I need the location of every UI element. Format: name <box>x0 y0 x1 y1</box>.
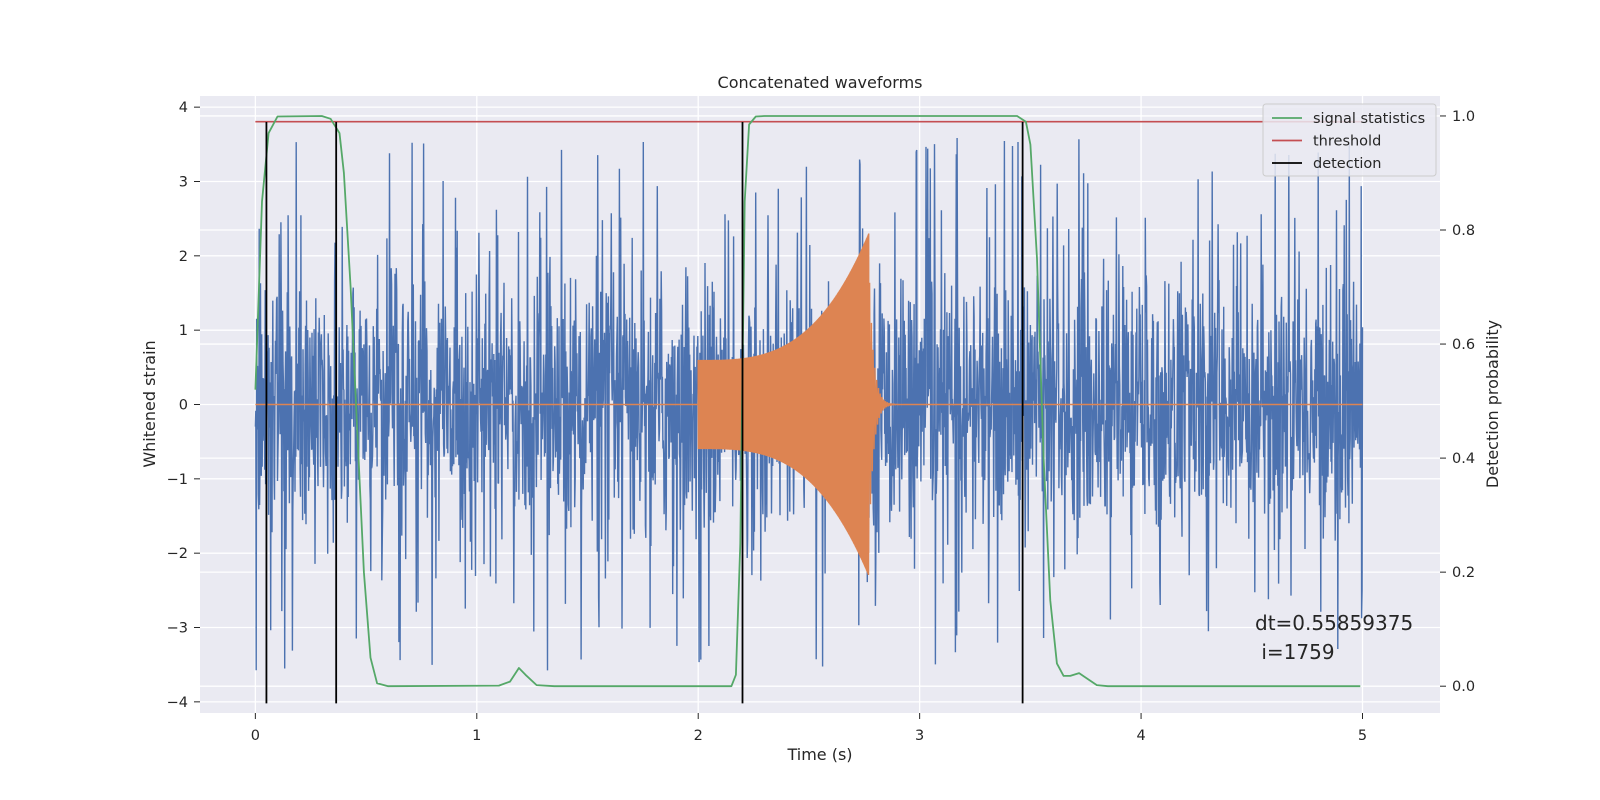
y-right-tick-label: 0.2 <box>1452 565 1475 581</box>
y-axis-label-right: Detection probability <box>1483 320 1502 488</box>
y-right-tick-label: 0.4 <box>1452 451 1475 467</box>
signal-statistics-line <box>254 115 1361 688</box>
legend: signal statistics threshold detection <box>1262 103 1437 177</box>
y-tick-label: 4 <box>179 100 188 116</box>
y-tick-label: −2 <box>167 546 188 562</box>
y-right-tick-label: 1.0 <box>1452 109 1475 125</box>
x-tick-label: 1 <box>472 728 481 744</box>
legend-label: detection <box>1313 156 1381 172</box>
y-right-tick-label: 0.0 <box>1452 679 1475 695</box>
x-tick-label: 0 <box>251 728 260 744</box>
y-tick-label: −4 <box>167 695 188 711</box>
y-tick-label: 3 <box>179 174 188 190</box>
annotation-line-2: i=1759 <box>1255 640 1335 664</box>
y-tick-label: 2 <box>179 249 188 265</box>
legend-box <box>1262 103 1437 177</box>
annotation: dt=0.55859375 i=1759 <box>1255 611 1413 664</box>
x-tick-label: 2 <box>694 728 703 744</box>
x-tick-label: 4 <box>1136 728 1145 744</box>
x-tick-label: 5 <box>1358 728 1367 744</box>
legend-label: signal statistics <box>1313 111 1425 127</box>
y-right-tick-label: 0.6 <box>1452 337 1475 353</box>
legend-label: threshold <box>1313 134 1381 150</box>
y-tick-label: 1 <box>179 323 188 339</box>
annotation-line-1: dt=0.55859375 <box>1255 611 1413 635</box>
y-tick-label: −3 <box>167 621 188 637</box>
x-tick-label: 3 <box>915 728 924 744</box>
y-axis-label: Whitened strain <box>140 340 159 467</box>
chart-title: Concatenated waveforms <box>718 73 923 92</box>
y-right-tick-label: 0.8 <box>1452 223 1475 239</box>
ticks: 0 1 2 3 4 5 −4 −3 −2 −1 0 1 2 3 4 0.0 0.2 0.4 0.6 0.8 1.0 <box>167 100 1475 744</box>
y-tick-label: 0 <box>179 398 188 414</box>
series-layer <box>254 115 1364 704</box>
y-tick-label: −1 <box>167 472 188 488</box>
injection-series-line <box>255 233 1363 576</box>
x-axis-label: Time (s) <box>786 745 852 764</box>
